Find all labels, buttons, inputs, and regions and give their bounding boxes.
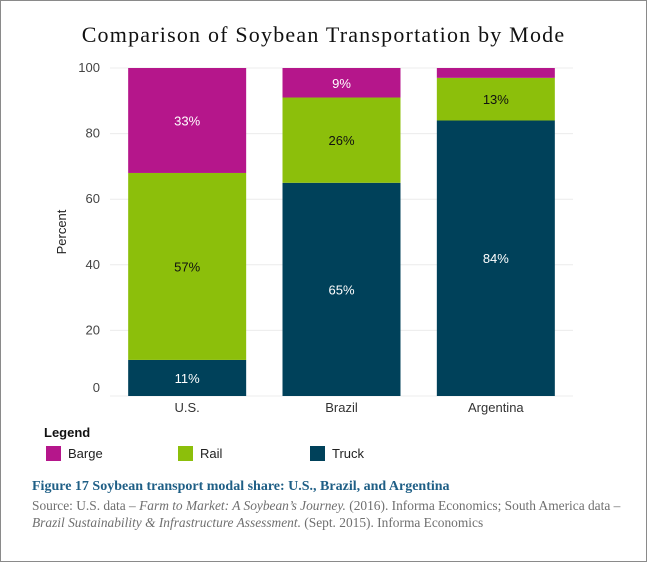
legend-swatch-truck — [310, 445, 325, 461]
x-tick-label: Argentina — [468, 400, 524, 415]
bar-barge — [436, 68, 555, 78]
data-label-truck: 11% — [175, 371, 200, 386]
data-label-truck: 84% — [483, 251, 509, 266]
y-tick-label: 0 — [93, 380, 100, 395]
source-title-1: Farm to Market: A Soybean’s Journey. — [139, 498, 346, 513]
y-tick-label: 60 — [86, 191, 100, 206]
data-label-rail: 57% — [174, 259, 200, 274]
y-tick-label: 20 — [86, 322, 100, 337]
data-label-rail: 13% — [483, 92, 509, 107]
legend-item-rail: Rail — [178, 444, 222, 462]
legend-label-truck: Truck — [332, 445, 365, 461]
source-text-1: Source: U.S. data – — [32, 498, 140, 513]
legend-item-barge: Barge — [46, 444, 103, 462]
legend-swatch-rail — [178, 445, 193, 461]
figure-caption: Figure 17 Soybean transport modal share:… — [32, 479, 450, 494]
source-text-2: (2016). Informa Economics; South America… — [345, 498, 621, 513]
x-tick-label: Brazil — [325, 400, 358, 415]
legend-label-barge: Barge — [68, 445, 103, 461]
bar-barge — [282, 68, 401, 98]
data-label-barge: 33% — [174, 113, 200, 128]
bar-rail — [436, 77, 555, 121]
y-tick-label: 80 — [86, 126, 100, 141]
figure-source: Source: U.S. data – Farm to Market: A So… — [32, 497, 632, 531]
legend-swatch-barge — [46, 445, 61, 461]
legend-label-rail: Rail — [200, 445, 223, 461]
bar-rail — [282, 97, 401, 183]
x-tick-label: U.S. — [175, 400, 200, 415]
y-tick-label: 100 — [78, 60, 100, 75]
legend-title: Legend — [44, 425, 91, 440]
data-label-barge: 9% — [332, 76, 351, 91]
bar-truck — [282, 182, 401, 396]
legend-item-truck: Truck — [310, 444, 364, 462]
source-text-3: (Sept. 2015). Informa Economics — [300, 515, 484, 530]
y-axis-label: Percent — [54, 209, 69, 254]
bar-barge — [128, 68, 247, 173]
source-title-2: Brazil Sustainability & Infrastructure A… — [32, 515, 301, 530]
bar-rail — [128, 172, 247, 360]
data-label-truck: 65% — [328, 282, 354, 297]
y-tick-label: 40 — [86, 257, 100, 272]
data-label-rail: 26% — [328, 133, 354, 148]
chart-plot: 0 20 40 60 80 100 Percent 11% 57% 33% U.S. 65% 26% 9%… — [54, 60, 573, 415]
bar-truck — [128, 359, 247, 396]
bar-truck — [436, 120, 555, 396]
chart-title: Comparison of Soybean Transportation by … — [81, 22, 566, 47]
